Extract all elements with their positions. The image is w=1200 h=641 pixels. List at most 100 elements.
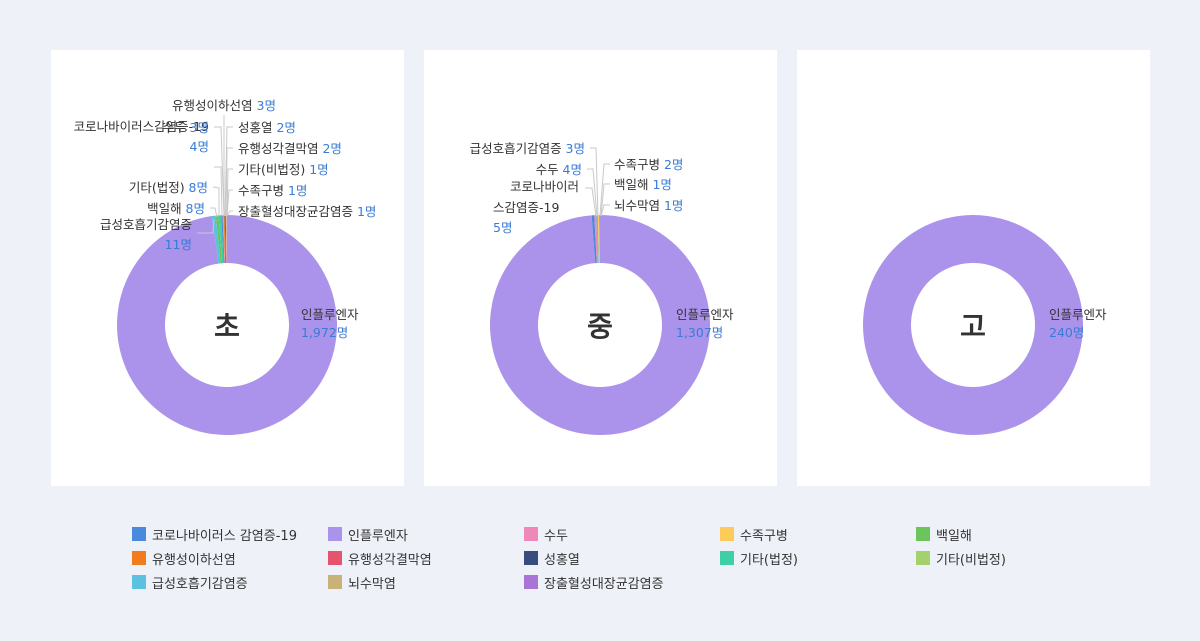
legend-label: 인플루엔자 bbox=[348, 528, 408, 544]
legend-item-other-legal[interactable]: 기타(법정) bbox=[720, 548, 798, 568]
data-label-influenza: 인플루엔자 1,972명 bbox=[301, 307, 359, 340]
data-label-covid: 코로나바이러스감염증-19 4명 bbox=[74, 119, 209, 154]
legend-swatch-pertussis bbox=[916, 527, 930, 541]
data-label-hfmd: 수족구병 1명 bbox=[238, 183, 307, 198]
donut-chart-high: 고 인플루엔자 240명 bbox=[862, 215, 1107, 435]
leader-line-hfmd bbox=[226, 189, 233, 217]
pie-slice-mumps[interactable] bbox=[223, 215, 226, 264]
legend-item-pertussis[interactable]: 백일해 bbox=[916, 524, 972, 544]
data-label-influenza: 인플루엔자 240명 bbox=[1049, 307, 1107, 340]
data-label-mumps: 유행성이하선염 3명 bbox=[172, 98, 276, 113]
leader-line-other-nonlegal bbox=[226, 168, 233, 217]
pie-slice-other-nonlegal[interactable] bbox=[225, 215, 227, 264]
data-label-other-nonlegal: 기타(비법정) 1명 bbox=[238, 162, 329, 177]
data-label-encephalitis: 뇌수막염 1명 bbox=[614, 198, 683, 213]
leader-line-covid bbox=[585, 187, 597, 217]
data-label-ehec: 장출혈성대장균감염증 1명 bbox=[238, 204, 376, 219]
leader-line-acute-resp bbox=[590, 147, 599, 217]
legend-label: 수족구병 bbox=[740, 528, 788, 544]
legend-label: 기타(비법정) bbox=[936, 552, 1006, 568]
data-label-chickenpox: 수두 3명 bbox=[163, 120, 209, 135]
legend-item-other-nonlegal[interactable]: 기타(비법정) bbox=[916, 548, 1006, 568]
data-label-influenza: 인플루엔자 1,307명 bbox=[676, 307, 734, 340]
legend-swatch-other-nonlegal bbox=[916, 551, 930, 565]
legend-swatch-covid bbox=[132, 527, 146, 541]
data-label-pertussis: 백일해 8명 bbox=[147, 201, 205, 216]
legend-item-meningitis[interactable]: 유행성각결막염 bbox=[328, 548, 432, 568]
center-label: 중 bbox=[587, 310, 613, 343]
legend-label: 뇌수막염 bbox=[348, 576, 396, 592]
data-label-acute-resp: 급성호흡기감염증 11명 bbox=[100, 217, 192, 252]
pie-slice-scarlet[interactable] bbox=[224, 215, 227, 264]
data-label-meningitis: 유행성각결막염 2명 bbox=[238, 141, 342, 156]
pie-slice-other-legal[interactable] bbox=[218, 215, 224, 264]
center-label: 고 bbox=[960, 310, 986, 343]
legend-item-hfmd[interactable]: 수족구병 bbox=[720, 524, 788, 544]
pie-slice-covid[interactable] bbox=[591, 215, 597, 264]
leader-line-pertussis bbox=[600, 183, 610, 217]
leader-line-meningitis bbox=[225, 147, 233, 217]
leader-line-hfmd bbox=[599, 163, 610, 217]
pie-slice-chickenpox[interactable] bbox=[594, 215, 598, 264]
chart-panel-high: 고 인플루엔자 240명 bbox=[797, 50, 1150, 486]
legend-swatch-other-legal bbox=[720, 551, 734, 565]
legend-swatch-chickenpox bbox=[524, 527, 538, 541]
leader-line-covid bbox=[214, 166, 223, 217]
data-label-acute-resp: 급성호흡기감염증 3명 bbox=[470, 141, 585, 156]
legend-item-ehec[interactable]: 장출혈성대장균감염증 bbox=[524, 572, 664, 592]
legend-swatch-mumps bbox=[132, 551, 146, 565]
pie-slice-encephalitis[interactable] bbox=[599, 215, 600, 264]
data-label-chickenpox: 수두 4명 bbox=[536, 162, 582, 177]
pie-slice-meningitis[interactable] bbox=[225, 215, 227, 264]
legend-swatch-scarlet bbox=[524, 551, 538, 565]
data-label-scarlet: 성홍열 2명 bbox=[238, 120, 296, 135]
legend-swatch-influenza bbox=[328, 527, 342, 541]
legend-label: 성홍열 bbox=[544, 552, 580, 568]
legend-swatch-acute-resp bbox=[132, 575, 146, 589]
pie-slice-influenza[interactable] bbox=[862, 215, 1083, 435]
leader-line-other-legal bbox=[212, 186, 220, 216]
leader-line-chickenpox bbox=[587, 168, 598, 217]
legend-swatch-ehec bbox=[524, 575, 538, 589]
legend-item-encephalitis[interactable]: 뇌수막염 bbox=[328, 572, 396, 592]
leader-line-pertussis bbox=[210, 207, 218, 218]
legend-item-chickenpox[interactable]: 수두 bbox=[524, 524, 568, 544]
pie-slice-chickenpox[interactable] bbox=[222, 215, 226, 264]
pie-slice-covid[interactable] bbox=[221, 215, 225, 264]
pie-slice-pertussis[interactable] bbox=[598, 215, 600, 264]
legend-label: 백일해 bbox=[936, 528, 972, 544]
legend-label: 유행성이하선염 bbox=[152, 552, 236, 568]
donut-chart-middle: 중 인플루엔자 1,307명 코로나바이러 스감염증-19 5명 수두 4명 급성호흡기감염증… bbox=[470, 141, 734, 435]
legend-label: 수두 bbox=[544, 528, 568, 544]
leader-line-encephalitis bbox=[600, 204, 610, 217]
data-label-covid: 코로나바이러 스감염증-19 5명 bbox=[493, 179, 579, 235]
legend-item-influenza[interactable]: 인플루엔자 bbox=[328, 524, 408, 544]
data-label-pertussis: 백일해 1명 bbox=[614, 177, 672, 192]
chart-panel-middle: 중 인플루엔자 1,307명 코로나바이러 스감염증-19 5명 수두 4명 급성호흡기감염증… bbox=[424, 50, 777, 486]
leader-line-acute-resp bbox=[197, 218, 215, 234]
legend-swatch-hfmd bbox=[720, 527, 734, 541]
chart-panel-elementary: 초 인플루엔자 1,972명 급성호흡기감염증 11명 백일해 8명 기타(법정) 8명 코로… bbox=[51, 50, 404, 486]
pie-slice-hfmd[interactable] bbox=[597, 215, 600, 264]
legend-item-acute-resp[interactable]: 급성호흡기감염증 bbox=[132, 572, 248, 592]
legend-label: 급성호흡기감염증 bbox=[152, 576, 248, 592]
pie-slice-acute-resp[interactable] bbox=[211, 215, 221, 264]
legend-swatch-encephalitis bbox=[328, 575, 342, 589]
legend-item-scarlet[interactable]: 성홍열 bbox=[524, 548, 580, 568]
legend-label: 유행성각결막염 bbox=[348, 552, 432, 568]
center-label: 초 bbox=[214, 310, 240, 343]
legend-item-mumps[interactable]: 유행성이하선염 bbox=[132, 548, 236, 568]
pie-slice-influenza[interactable] bbox=[116, 215, 337, 435]
pie-slice-pertussis[interactable] bbox=[215, 215, 223, 264]
pie-slice-influenza[interactable] bbox=[489, 215, 710, 435]
legend-label: 코로나바이러스 감염증-19 bbox=[152, 528, 297, 544]
legend-item-covid[interactable]: 코로나바이러스 감염증-19 bbox=[132, 524, 297, 544]
leader-line-scarlet bbox=[224, 126, 233, 217]
pie-slice-acute-resp[interactable] bbox=[596, 215, 599, 264]
legend-label: 장출혈성대장균감염증 bbox=[544, 576, 664, 592]
leader-line-chickenpox bbox=[214, 126, 225, 217]
data-label-other-legal: 기타(법정) 8명 bbox=[129, 180, 208, 195]
legend-label: 기타(법정) bbox=[740, 552, 798, 568]
